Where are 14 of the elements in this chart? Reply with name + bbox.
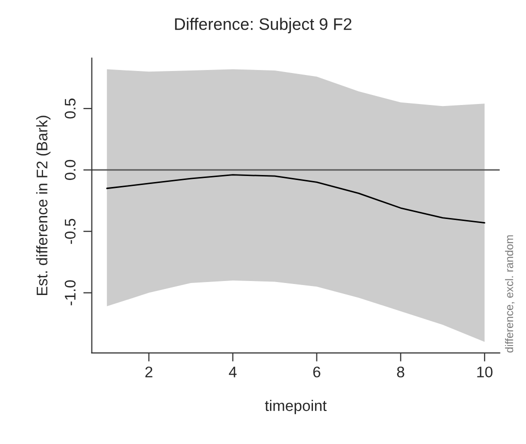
line-series (106, 174, 486, 224)
y-axis-title: Est. difference in F2 (Bark) (36, 116, 50, 296)
x-axis-title: timepoint (264, 400, 327, 414)
y-tick-label: -0.5 (64, 218, 76, 244)
y-tick-label: 0.5 (64, 98, 76, 119)
y-tick-label: 0.0 (64, 160, 76, 180)
y-tick-label: -1.0 (64, 280, 76, 306)
text: difference, excl. random (505, 235, 515, 353)
x-tick-label: 10 (477, 366, 492, 378)
x-tick-label: 6 (313, 366, 320, 378)
x-tick-label: 8 (397, 366, 404, 378)
x-tick-label: 2 (145, 366, 152, 378)
x-tick-label: 4 (228, 366, 237, 378)
chart-title: Difference: Subject 9 F2 (175, 18, 352, 34)
